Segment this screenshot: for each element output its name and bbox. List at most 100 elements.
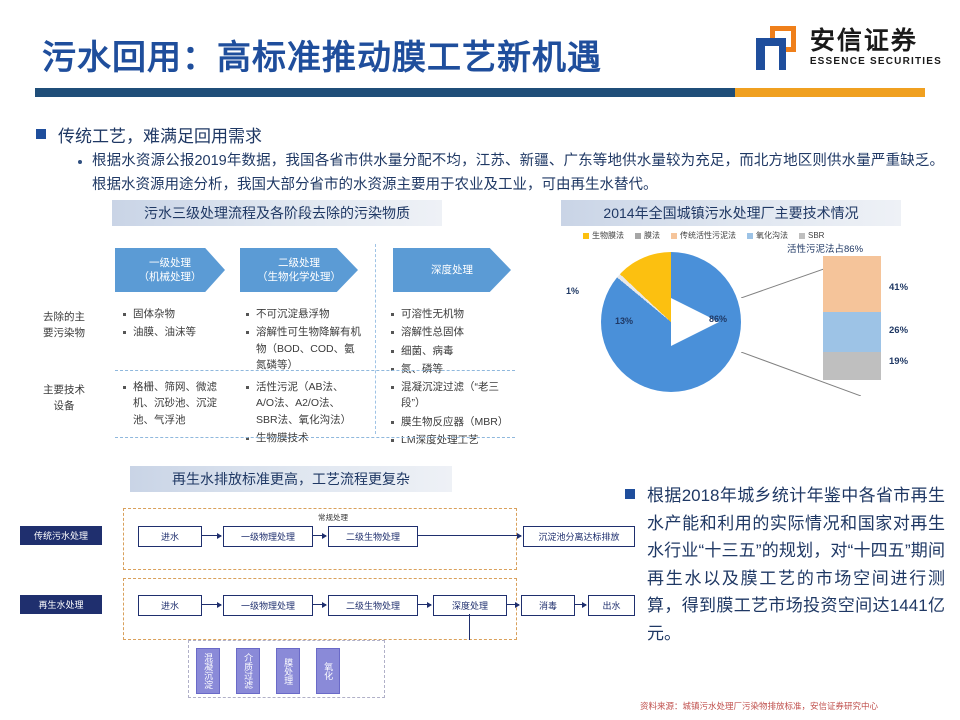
flow-node-r2-5[interactable]: 出水 bbox=[588, 595, 635, 616]
right-note-text: 根据2018年城乡统计年鉴中各省市再生水产能和利用的实际情况和国家对再生水行业“… bbox=[647, 486, 945, 643]
flow-node-r2-4[interactable]: 消毒 bbox=[521, 595, 575, 616]
row-label-2-line1: 主要技术 bbox=[43, 384, 85, 396]
chart-legend: 生物膜法 膜法 传统活性污泥法 氧化沟法 SBR bbox=[583, 230, 824, 241]
caption-right: 2014年全国城镇污水处理厂主要技术情况 bbox=[561, 200, 901, 226]
stage-3-line1: 深度处理 bbox=[431, 263, 473, 276]
flow-node-r1-3[interactable]: 沉淀池分离达标排放 bbox=[523, 526, 635, 547]
table-divider-1 bbox=[115, 370, 515, 371]
square-bullet-icon bbox=[625, 489, 635, 499]
list-item: 固体杂物 bbox=[123, 306, 230, 322]
caption-bottom: 再生水排放标准更高，工艺流程更复杂 bbox=[130, 466, 452, 492]
list-item: 油膜、油沫等 bbox=[123, 324, 230, 340]
table-divider-2 bbox=[115, 437, 515, 438]
list-item: 不可沉淀悬浮物 bbox=[246, 306, 361, 322]
list-item: 溶解性可生物降解有机物（BOD、COD、氨氮磷等） bbox=[246, 324, 361, 373]
breakout-stacked-bar bbox=[823, 256, 881, 380]
breakout-title: 活性污泥法占86% bbox=[787, 244, 864, 255]
callout-line-bottom bbox=[741, 352, 861, 396]
pie-label-1: 1% bbox=[566, 286, 580, 296]
flow-node-r2-0[interactable]: 进水 bbox=[138, 595, 202, 616]
flow-arrow-r1-0 bbox=[201, 532, 222, 539]
page-title: 污水回用：高标准推动膜工艺新机遇 bbox=[42, 39, 602, 77]
flow-arrow-r2-3 bbox=[506, 601, 520, 608]
essence-logo-icon bbox=[755, 26, 800, 70]
deep-step-0[interactable]: 混凝沉淀 bbox=[196, 648, 220, 694]
stage-2-line2: （生物化学处理） bbox=[257, 271, 341, 283]
flow-arrow-r2-0 bbox=[201, 601, 222, 608]
breakout-segment-2 bbox=[823, 352, 881, 380]
process-stage-1: 一级处理 （机械处理） bbox=[115, 248, 225, 292]
flow-row2-tag: 再生水处理 bbox=[20, 595, 102, 614]
list-item: 溶解性总固体 bbox=[391, 324, 513, 340]
flow-row1-tag: 传统污水处理 bbox=[20, 526, 102, 545]
conventional-group-box bbox=[123, 508, 517, 570]
square-bullet-icon bbox=[36, 129, 46, 139]
stage-2-line1: 二级处理 bbox=[278, 256, 320, 269]
list-item: LM深度处理工艺 bbox=[391, 432, 518, 448]
bullet-level1-text: 传统工艺，难满足回用需求 bbox=[58, 127, 262, 146]
legend-label: 氧化沟法 bbox=[756, 231, 788, 240]
table-cell-r2c1: 格栅、筛网、微滤机、沉砂池、沉淀池、气浮池 bbox=[120, 379, 230, 430]
row-label-pollutants: 去除的主 要污染物 bbox=[32, 310, 96, 342]
breakout-label-2: 19% bbox=[889, 356, 909, 367]
bullet-level2-text: 根据水资源公报2019年数据，我国各省市供水量分配不均，江苏、新疆、广东等地供水… bbox=[92, 153, 944, 193]
breakout-label-1: 26% bbox=[889, 325, 909, 336]
table-cell-r1c2: 不可沉淀悬浮物 溶解性可生物降解有机物（BOD、COD、氨氮磷等） bbox=[243, 306, 361, 375]
pie-label-86: 86% bbox=[709, 314, 728, 324]
treatment-flow-diagram: 常规处理 传统污水处理 进水 一级物理处理 二级生物处理 沉淀池分离达标排放 再… bbox=[18, 500, 635, 700]
legend-label: 生物膜法 bbox=[592, 231, 624, 240]
table-cell-r2c2: 活性污泥（AB法、A/O法、A2/O法、SBR法、氧化沟法） 生物膜技术 bbox=[243, 379, 361, 448]
breakout-label-0: 41% bbox=[889, 282, 909, 293]
flow-node-r1-0[interactable]: 进水 bbox=[138, 526, 202, 547]
legend-item-3: 氧化沟法 bbox=[747, 230, 788, 241]
row-label-2-line2: 设备 bbox=[53, 399, 75, 412]
flow-node-r2-3[interactable]: 深度处理 bbox=[433, 595, 507, 616]
list-item: 膜生物反应器（MBR） bbox=[391, 414, 518, 430]
right-note-block: 根据2018年城乡统计年鉴中各省市再生水产能和利用的实际情况和国家对再生水行业“… bbox=[625, 482, 945, 647]
flow-arrow-r2-1 bbox=[312, 601, 327, 608]
flow-node-r1-1[interactable]: 一级物理处理 bbox=[223, 526, 313, 547]
dot-bullet-icon bbox=[78, 160, 82, 164]
process-stage-3: 深度处理 bbox=[393, 248, 511, 292]
legend-label: 传统活性污泥法 bbox=[680, 231, 736, 240]
bullet-level1: 传统工艺，难满足回用需求 bbox=[36, 122, 262, 147]
bullet-level2: 根据水资源公报2019年数据，我国各省市供水量分配不均，江苏、新疆、广东等地供水… bbox=[78, 150, 944, 198]
breakout-segment-1 bbox=[823, 312, 881, 352]
stage-divider bbox=[375, 244, 376, 434]
source-note: 资料来源：城镇污水处理厂污染物排放标准，安信证券研究中心 bbox=[640, 701, 879, 711]
header-rule-orange bbox=[735, 88, 925, 97]
row-label-1-line2: 要污染物 bbox=[43, 326, 85, 339]
deep-step-2[interactable]: 膜处理 bbox=[276, 648, 300, 694]
table-cell-r2c3: 混凝沉淀过滤（“老三段”） 膜生物反应器（MBR） LM深度处理工艺 bbox=[388, 379, 518, 450]
legend-item-0: 生物膜法 bbox=[583, 230, 624, 241]
list-item: 细菌、病毒 bbox=[391, 343, 513, 359]
deep-connector-line bbox=[469, 614, 470, 640]
deep-step-3[interactable]: 氧化 bbox=[316, 648, 340, 694]
pie-chart: 生物膜法 膜法 传统活性污泥法 氧化沟法 SBR 86% 13% 1% 活性污泥… bbox=[561, 228, 953, 418]
flow-node-r1-2[interactable]: 二级生物处理 bbox=[328, 526, 418, 547]
breakout-segment-0 bbox=[823, 256, 881, 312]
legend-item-4: SBR bbox=[799, 231, 824, 240]
deep-treatment-group-box bbox=[188, 640, 385, 698]
brand-logo: 安信证券 ESSENCE SECURITIES bbox=[755, 26, 942, 70]
legend-label: 膜法 bbox=[644, 231, 660, 240]
list-item: 氮、磷等 bbox=[391, 361, 513, 377]
stage-1-line1: 一级处理 bbox=[149, 256, 191, 269]
process-stage-2: 二级处理 （生物化学处理） bbox=[240, 248, 358, 292]
list-item: 活性污泥（AB法、A/O法、A2/O法、SBR法、氧化沟法） bbox=[246, 379, 361, 428]
header-rule-blue bbox=[35, 88, 735, 97]
row-label-equipment: 主要技术 设备 bbox=[32, 383, 96, 415]
flow-arrow-r2-4 bbox=[574, 601, 587, 608]
caption-left: 污水三级处理流程及各阶段去除的污染物质 bbox=[112, 200, 442, 226]
flow-arrow-r2-2 bbox=[417, 601, 432, 608]
reclaimed-group-box bbox=[123, 578, 517, 640]
list-item: 可溶性无机物 bbox=[391, 306, 513, 322]
legend-label: SBR bbox=[808, 231, 825, 240]
deep-step-1[interactable]: 介质过滤 bbox=[236, 648, 260, 694]
flow-node-r2-2[interactable]: 二级生物处理 bbox=[328, 595, 418, 616]
row-label-1-line1: 去除的主 bbox=[43, 311, 85, 323]
legend-item-1: 膜法 bbox=[635, 230, 660, 241]
table-cell-r1c1: 固体杂物 油膜、油沫等 bbox=[120, 306, 230, 343]
flow-node-r2-1[interactable]: 一级物理处理 bbox=[223, 595, 313, 616]
table-cell-r1c3: 可溶性无机物 溶解性总固体 细菌、病毒 氮、磷等 bbox=[388, 306, 513, 379]
